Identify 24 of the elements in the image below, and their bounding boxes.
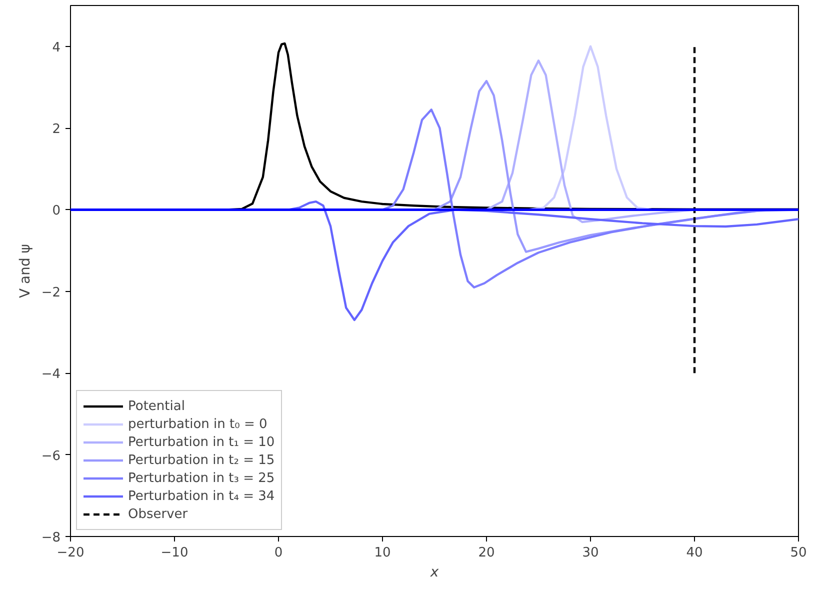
y-tick-label: −6 xyxy=(41,448,61,464)
y-axis-title: V and ψ xyxy=(17,244,34,298)
y-tick-label: 0 xyxy=(52,204,61,219)
x-tick-label: −20 xyxy=(56,546,84,560)
x-axis-title: x xyxy=(429,564,440,580)
x-tick-label: 0 xyxy=(274,546,283,560)
y-tick-label: 2 xyxy=(52,122,61,138)
x-tick-label: 30 xyxy=(582,546,599,560)
x-tick-label: 10 xyxy=(374,546,391,560)
legend-label: Perturbation in t₁ = 10 xyxy=(128,434,275,451)
y-tick-label: −8 xyxy=(41,530,61,546)
legend-label: Perturbation in t₂ = 15 xyxy=(128,452,275,469)
legend-label: Potential xyxy=(128,398,185,415)
x-tick-label: 50 xyxy=(790,546,807,560)
x-tick-label: −10 xyxy=(160,546,188,560)
legend-label: Perturbation in t₄ = 34 xyxy=(128,488,275,505)
y-tick-label: 4 xyxy=(52,40,61,56)
legend-label: Perturbation in t₃ = 25 xyxy=(128,470,275,487)
legend-label: Observer xyxy=(128,506,188,523)
x-tick-label: 40 xyxy=(686,546,703,560)
x-tick-label: 20 xyxy=(478,546,495,560)
y-tick-label: −4 xyxy=(41,367,61,382)
y-tick-label: −2 xyxy=(41,285,61,300)
legend-label: perturbation in t₀ = 0 xyxy=(128,416,268,433)
